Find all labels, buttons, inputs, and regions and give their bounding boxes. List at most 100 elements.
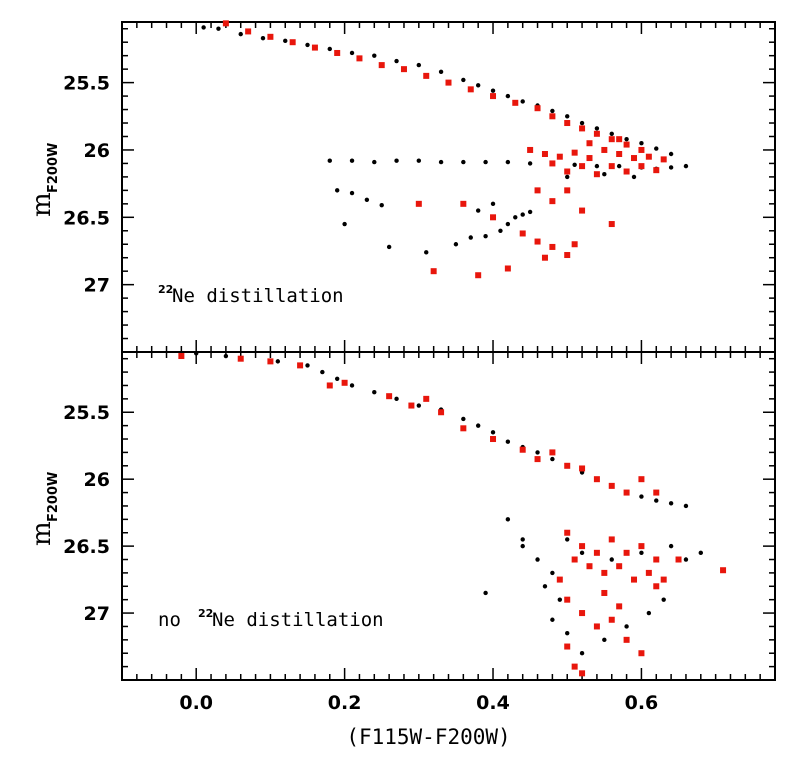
data-point-red	[490, 93, 497, 100]
data-point-red	[653, 167, 660, 174]
y-axis-title-main: m	[27, 521, 57, 546]
data-point-red	[267, 358, 274, 365]
y-tick-label: 25.5	[63, 73, 110, 95]
data-point-black	[364, 197, 370, 202]
data-point-black	[668, 501, 674, 506]
data-point-black	[483, 233, 488, 239]
y-axis-title-main: m	[27, 192, 57, 217]
data-point-red	[311, 44, 318, 51]
y-tick-label: 25.5	[63, 402, 110, 424]
x-tick-label: 0.6	[625, 692, 659, 714]
y-tick-label: 26.5	[63, 207, 110, 229]
data-point-red	[445, 79, 452, 86]
data-point-black	[535, 450, 540, 455]
data-point-red	[408, 402, 415, 409]
data-point-red	[623, 636, 630, 643]
data-point-black	[550, 108, 555, 114]
data-point-black	[609, 557, 614, 562]
data-point-red	[564, 462, 571, 469]
data-point-red	[460, 200, 467, 207]
data-point-black	[320, 369, 325, 375]
data-point-black	[505, 221, 511, 227]
data-point-red	[586, 155, 593, 162]
data-point-black	[238, 31, 243, 37]
data-point-red	[556, 153, 563, 160]
data-point-red	[222, 20, 229, 27]
data-point-black	[334, 376, 340, 381]
data-point-black	[550, 456, 555, 462]
data-point-black	[661, 597, 666, 602]
data-point-black	[631, 174, 637, 180]
data-point-black	[275, 359, 281, 364]
data-point-red	[616, 603, 623, 610]
data-point-red	[341, 379, 348, 386]
data-point-red	[653, 583, 660, 590]
annotation-prefix: no	[158, 609, 181, 631]
data-point-red	[378, 62, 385, 69]
annotation-text: Ne distillation	[212, 609, 384, 631]
data-point-black	[327, 158, 332, 163]
data-point-black	[579, 651, 585, 656]
data-point-red	[631, 155, 638, 162]
data-point-red	[579, 543, 586, 550]
data-point-black	[475, 83, 481, 88]
data-point-red	[519, 230, 526, 237]
data-point-red	[467, 86, 474, 93]
data-point-red	[579, 163, 586, 170]
data-point-black	[453, 242, 459, 247]
data-point-red	[549, 160, 556, 167]
data-point-black	[379, 202, 384, 208]
data-point-red	[586, 140, 593, 147]
data-point-black	[520, 212, 525, 217]
data-point-black	[498, 228, 503, 233]
data-point-black	[424, 250, 429, 255]
data-point-red	[549, 449, 556, 456]
data-point-black	[342, 221, 347, 227]
data-point-black	[683, 163, 689, 169]
data-point-black	[260, 35, 266, 41]
data-point-red	[415, 200, 422, 207]
data-point-black	[594, 126, 600, 131]
data-point-black	[639, 494, 644, 499]
data-point-black	[201, 25, 206, 30]
data-point-black	[520, 99, 525, 104]
data-point-red	[423, 395, 430, 402]
data-point-red	[519, 446, 526, 453]
data-point-black	[535, 557, 540, 562]
data-point-black	[438, 159, 444, 165]
data-point-black	[624, 624, 629, 629]
data-point-red	[638, 163, 645, 170]
data-point-red	[593, 549, 600, 556]
data-point-black	[565, 537, 570, 542]
data-point-black	[579, 550, 585, 556]
data-point-black	[483, 590, 488, 596]
data-point-black	[475, 423, 481, 428]
data-point-black	[438, 69, 444, 75]
data-point-red	[616, 136, 623, 143]
data-point-red	[571, 663, 578, 670]
data-point-red	[608, 536, 615, 543]
data-point-black	[349, 383, 355, 388]
data-point-black	[216, 26, 221, 31]
data-point-red	[556, 576, 563, 583]
y-tick-label: 26	[84, 140, 110, 162]
data-point-black	[505, 159, 511, 165]
annotation-superscript: 22	[158, 283, 173, 296]
data-point-black	[386, 244, 392, 250]
data-point-black	[565, 174, 570, 180]
data-point-black	[527, 209, 533, 215]
data-point-red	[593, 623, 600, 630]
data-point-black	[609, 131, 614, 136]
data-point-red	[623, 168, 630, 175]
data-point-red	[638, 543, 645, 550]
data-point-black	[557, 597, 563, 602]
data-point-red	[571, 241, 578, 248]
data-point-red	[579, 125, 586, 132]
data-point-black	[305, 42, 310, 48]
data-point-black	[668, 151, 674, 157]
data-point-black	[654, 498, 659, 503]
data-point-black	[520, 537, 525, 542]
data-point-red	[504, 265, 511, 272]
data-point-black	[594, 163, 600, 169]
